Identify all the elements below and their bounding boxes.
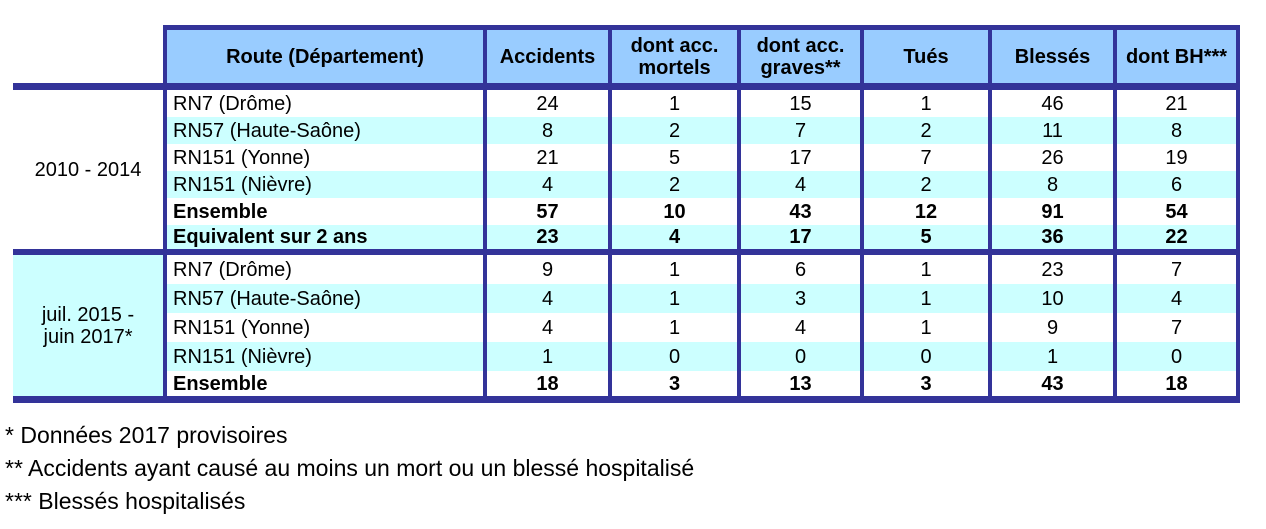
value-cell: 4 (608, 225, 737, 255)
value-cell: 46 (988, 90, 1113, 117)
value-cell: 2 (860, 117, 988, 144)
value-cell: 0 (1113, 342, 1240, 371)
value-cell: 1 (608, 284, 737, 313)
value-cell: 1 (608, 313, 737, 342)
value-cell: 43 (988, 371, 1113, 403)
value-cell: 18 (483, 371, 608, 403)
value-cell: 8 (988, 171, 1113, 198)
value-cell: 9 (483, 255, 608, 284)
footnote-2: ** Accidents ayant causé au moins un mor… (5, 455, 695, 481)
value-cell: 19 (1113, 144, 1240, 171)
corner-cell (13, 25, 163, 90)
value-cell: 11 (988, 117, 1113, 144)
route-cell: RN151 (Nièvre) (163, 171, 483, 198)
value-cell: 1 (988, 342, 1113, 371)
value-cell: 4 (483, 284, 608, 313)
value-cell: 6 (1113, 171, 1240, 198)
value-cell: 7 (1113, 255, 1240, 284)
value-cell: 54 (1113, 198, 1240, 225)
accident-stats-table: Route (Département) Accidents dont acc. … (13, 25, 1240, 403)
value-cell: 4 (737, 313, 860, 342)
route-cell: RN57 (Haute-Saône) (163, 284, 483, 313)
value-cell: 9 (988, 313, 1113, 342)
route-cell: RN7 (Drôme) (163, 90, 483, 117)
value-cell: 4 (483, 313, 608, 342)
value-cell: 1 (860, 255, 988, 284)
route-cell: RN57 (Haute-Saône) (163, 117, 483, 144)
value-cell: 1 (483, 342, 608, 371)
value-cell: 36 (988, 225, 1113, 255)
value-cell: 4 (1113, 284, 1240, 313)
column-header-mortels: dont acc. mortels (608, 25, 737, 90)
value-cell: 18 (1113, 371, 1240, 403)
value-cell: 15 (737, 90, 860, 117)
value-cell: 7 (1113, 313, 1240, 342)
value-cell: 8 (483, 117, 608, 144)
value-cell: 0 (860, 342, 988, 371)
route-cell-ensemble: Ensemble (163, 371, 483, 403)
value-cell: 6 (737, 255, 860, 284)
value-cell: 43 (737, 198, 860, 225)
column-header-graves: dont acc. graves** (737, 25, 860, 90)
value-cell: 4 (483, 171, 608, 198)
value-cell: 10 (608, 198, 737, 225)
value-cell: 3 (737, 284, 860, 313)
period-label-2010-2014: 2010 - 2014 (13, 90, 163, 255)
route-cell: RN151 (Yonne) (163, 313, 483, 342)
value-cell: 8 (1113, 117, 1240, 144)
value-cell: 26 (988, 144, 1113, 171)
value-cell: 57 (483, 198, 608, 225)
value-cell: 22 (1113, 225, 1240, 255)
value-cell: 3 (860, 371, 988, 403)
value-cell: 24 (483, 90, 608, 117)
value-cell: 17 (737, 225, 860, 255)
value-cell: 10 (988, 284, 1113, 313)
column-header-blesses: Blessés (988, 25, 1113, 90)
value-cell: 2 (608, 117, 737, 144)
value-cell: 21 (483, 144, 608, 171)
footnotes: * Données 2017 provisoires ** Accidents … (5, 419, 694, 518)
value-cell: 3 (608, 371, 737, 403)
column-header-tues: Tués (860, 25, 988, 90)
value-cell: 0 (608, 342, 737, 371)
value-cell: 2 (860, 171, 988, 198)
footnote-3: *** Blessés hospitalisés (5, 488, 246, 514)
route-cell: RN151 (Nièvre) (163, 342, 483, 371)
value-cell: 1 (608, 255, 737, 284)
route-cell: RN7 (Drôme) (163, 255, 483, 284)
footnote-1: * Données 2017 provisoires (5, 422, 288, 448)
column-header-route: Route (Département) (163, 25, 483, 90)
value-cell: 91 (988, 198, 1113, 225)
value-cell: 4 (737, 171, 860, 198)
value-cell: 17 (737, 144, 860, 171)
value-cell: 13 (737, 371, 860, 403)
value-cell: 23 (988, 255, 1113, 284)
value-cell: 7 (737, 117, 860, 144)
value-cell: 21 (1113, 90, 1240, 117)
value-cell: 1 (860, 90, 988, 117)
value-cell: 5 (860, 225, 988, 255)
value-cell: 1 (608, 90, 737, 117)
value-cell: 5 (608, 144, 737, 171)
period-label-2015-2017: juil. 2015 - juin 2017* (13, 255, 163, 403)
value-cell: 23 (483, 225, 608, 255)
column-header-accidents: Accidents (483, 25, 608, 90)
value-cell: 1 (860, 284, 988, 313)
value-cell: 1 (860, 313, 988, 342)
value-cell: 2 (608, 171, 737, 198)
route-cell-ensemble: Ensemble (163, 198, 483, 225)
value-cell: 7 (860, 144, 988, 171)
route-cell: RN151 (Yonne) (163, 144, 483, 171)
route-cell-equivalent: Equivalent sur 2 ans (163, 225, 483, 255)
column-header-bh: dont BH*** (1113, 25, 1240, 90)
value-cell: 0 (737, 342, 860, 371)
value-cell: 12 (860, 198, 988, 225)
